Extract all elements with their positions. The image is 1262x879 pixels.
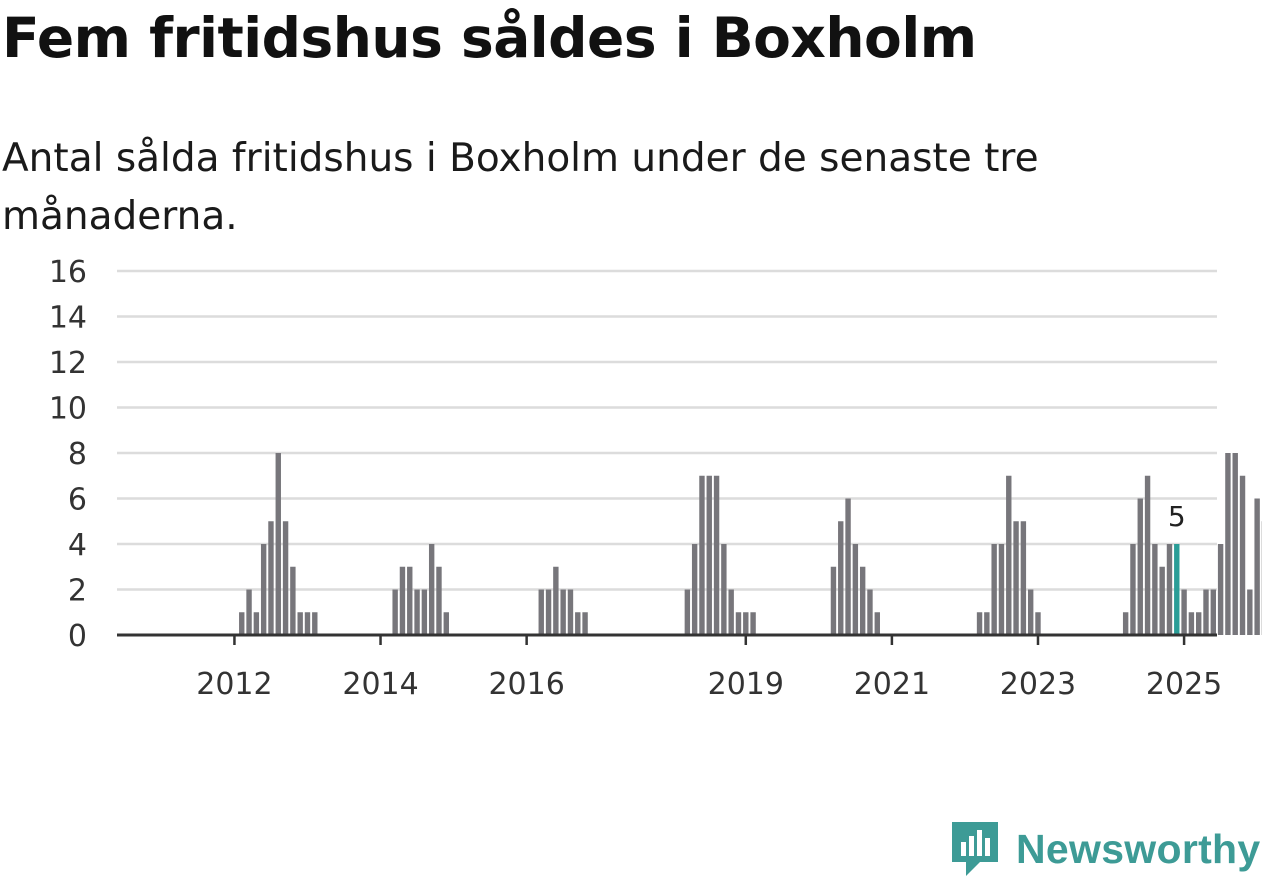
bar: [407, 566, 413, 635]
x-tick-label: 2021: [854, 667, 930, 702]
bar: [874, 612, 880, 635]
bar: [575, 612, 581, 635]
y-tick-label: 8: [68, 437, 87, 472]
bar: [830, 566, 837, 635]
bar: [699, 475, 705, 635]
bar: [1006, 475, 1012, 635]
bar: [721, 544, 727, 635]
bar: [867, 589, 873, 635]
y-tick-label: 4: [68, 528, 87, 563]
bar: [984, 612, 990, 635]
bar: [1181, 589, 1187, 635]
bar: [1188, 612, 1195, 635]
bar: [859, 566, 866, 635]
y-tick-label: 0: [68, 619, 87, 654]
bar: [1137, 498, 1143, 635]
chart-subtitle: Antal sålda fritidshus i Boxholm under d…: [2, 136, 1039, 239]
bar: [268, 521, 274, 635]
bar: [1196, 612, 1202, 635]
newsworthy-logo-icon: [952, 822, 998, 876]
bar: [691, 544, 698, 635]
brand-name: Newsworthy: [1016, 825, 1261, 872]
bar: [852, 544, 859, 635]
x-tick-label: 2019: [708, 667, 784, 702]
bar: [1020, 521, 1027, 635]
y-tick-label: 2: [68, 574, 87, 609]
bar: [976, 612, 983, 635]
bar: [304, 612, 311, 635]
highlight-data-label: 5: [1168, 500, 1186, 533]
bar: [246, 589, 252, 635]
bar: [1247, 589, 1253, 635]
bar: [428, 544, 435, 635]
bar: [436, 566, 442, 635]
bar: [1152, 544, 1158, 635]
axes: [117, 633, 1217, 645]
bar: [684, 589, 691, 635]
bar: [545, 589, 552, 635]
bar: [399, 566, 406, 635]
bar: [275, 453, 281, 635]
bar: [838, 521, 844, 635]
bar: [1027, 589, 1034, 635]
x-tick-label: 2012: [196, 667, 272, 702]
bar: [706, 475, 712, 635]
bar: [1122, 612, 1129, 635]
bar: [1254, 498, 1260, 635]
bar: [443, 612, 449, 635]
bar-highlight: [1174, 544, 1180, 635]
y-tick-label: 16: [49, 255, 87, 290]
newsworthy-logo: Newsworthy: [950, 820, 1261, 878]
bar: [1239, 475, 1246, 635]
bar: [1232, 453, 1238, 635]
grid-lines: [117, 269, 1217, 591]
x-tick-label: 2023: [1000, 667, 1076, 702]
bar: [392, 589, 398, 635]
labels: 0 2 4 6 8 10 12 14 16 2012 2014 2016 2019 2021 2023 202…: [49, 255, 1222, 702]
bar: [1217, 544, 1224, 635]
y-tick-label: 10: [49, 392, 87, 427]
bar: [567, 589, 574, 635]
bar: [560, 589, 566, 635]
bar: [553, 566, 559, 635]
bar: [998, 544, 1005, 635]
chart-title: Fem fritidshus såldes i Boxholm: [2, 6, 977, 70]
bar: [845, 498, 851, 635]
bar: [728, 589, 734, 635]
bar: [253, 612, 260, 635]
bars: [239, 453, 1262, 635]
bar: [1210, 589, 1217, 635]
bar: [582, 612, 588, 635]
x-tick-label: 2025: [1146, 667, 1222, 702]
bar: [1130, 544, 1136, 635]
bar: [421, 589, 428, 635]
x-tick-label: 2014: [342, 667, 418, 702]
bar: [735, 612, 742, 635]
bar: [1159, 566, 1165, 635]
bar: [290, 566, 296, 635]
bar: [1166, 544, 1173, 635]
bar: [713, 475, 720, 635]
bar: [1203, 589, 1209, 635]
bar: [239, 612, 245, 635]
bar: [538, 589, 544, 635]
bar: [312, 612, 318, 635]
bar: [282, 521, 289, 635]
bar: [743, 612, 749, 635]
bar: [297, 612, 303, 635]
bar: [260, 544, 267, 635]
y-tick-label: 6: [68, 483, 87, 518]
bar: [414, 589, 420, 635]
bar: [1013, 521, 1019, 635]
bar: [1225, 453, 1231, 635]
bar: [750, 612, 756, 635]
bar: [991, 544, 997, 635]
bar: [1035, 612, 1041, 635]
y-tick-label: 14: [49, 301, 87, 336]
bar: [1144, 475, 1151, 635]
x-tick-label: 2016: [488, 667, 564, 702]
y-tick-label: 12: [49, 346, 87, 381]
